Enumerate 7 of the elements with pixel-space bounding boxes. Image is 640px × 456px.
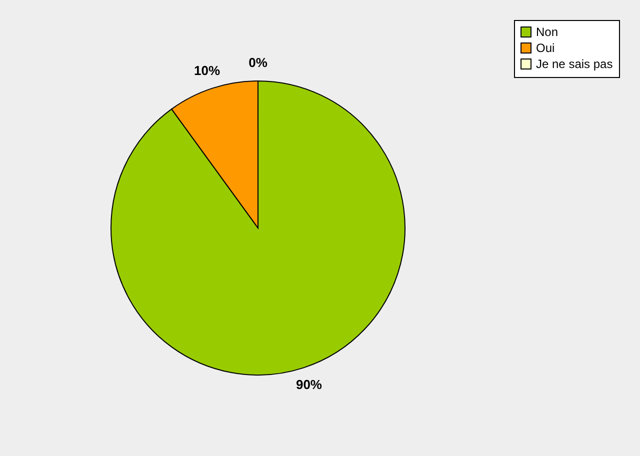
- legend-label: Oui: [536, 41, 555, 55]
- legend-label: Je ne sais pas: [536, 57, 613, 71]
- text: 0%: [248, 55, 268, 70]
- pie-slice: [110, 80, 406, 376]
- legend-label: Non: [536, 25, 558, 39]
- data-label: 10%: [194, 63, 220, 78]
- data-label: 90%: [296, 376, 322, 392]
